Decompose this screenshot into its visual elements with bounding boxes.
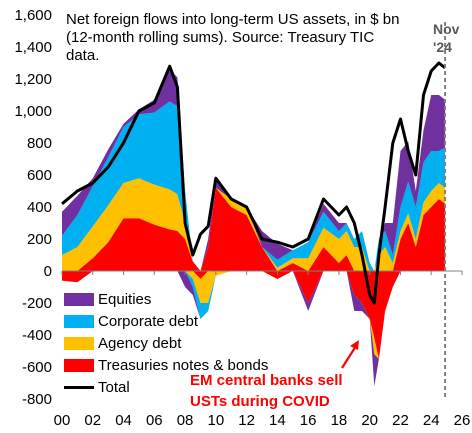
- y-tick-label: 1,200: [14, 71, 52, 88]
- legend-item-agency-debt: Agency debt: [64, 332, 268, 354]
- annotation-line-2: USTs during COVID: [190, 393, 330, 410]
- marker-label-year: '24: [433, 39, 452, 55]
- x-tick-label: 22: [392, 412, 409, 429]
- chart-title: Net foreign flows into long-term US asse…: [66, 11, 400, 64]
- total-line: [61, 61, 447, 305]
- area-corporate-debt-pos: [62, 101, 446, 272]
- y-tick-label: 600: [27, 167, 52, 184]
- legend-label-treasuries: Treasuries notes & bonds: [98, 356, 269, 374]
- legend-label-total: Total: [98, 378, 130, 396]
- overlay: [61, 22, 447, 399]
- area-agency-debt-pos: [62, 178, 446, 271]
- area-treasuries-notes-bonds-pos: [62, 187, 446, 271]
- y-tick-label: 800: [27, 135, 52, 152]
- y-tick-label: 1,000: [14, 103, 52, 120]
- x-tick-label: 10: [208, 412, 225, 429]
- legend-swatch-agency-debt: [64, 336, 94, 350]
- annotation-arrow-shaft: [341, 345, 357, 369]
- legend-swatch-treasuries: [64, 358, 94, 372]
- x-tick-label: 04: [115, 412, 132, 429]
- legend-label-equities: Equities: [98, 290, 152, 308]
- y-tick-label: -800: [22, 391, 52, 408]
- marker-label-month: Nov: [433, 21, 460, 37]
- legend-swatch-corporate-debt: [64, 314, 94, 328]
- legend-swatch-equities: [64, 292, 94, 306]
- annotation-line-1: EM central banks sell: [190, 372, 343, 389]
- tick-labels: -800-600-400-20002004006008001,0001,2001…: [14, 7, 470, 429]
- legend-label-corporate-debt: Corporate debt: [98, 312, 199, 330]
- x-tick-label: 16: [300, 412, 317, 429]
- legend-item-equities: Equities: [64, 288, 268, 310]
- y-tick-label: -400: [22, 327, 52, 344]
- x-tick-label: 00: [54, 412, 71, 429]
- x-tick-label: 12: [238, 412, 255, 429]
- x-tick-label: 08: [177, 412, 194, 429]
- y-tick-label: -600: [22, 359, 52, 376]
- area-layers: [62, 69, 446, 387]
- legend-item-corporate-debt: Corporate debt: [64, 310, 268, 332]
- x-tick-label: 14: [269, 412, 286, 429]
- y-tick-label: 400: [27, 199, 52, 216]
- legend-item-total: Total: [64, 376, 268, 398]
- x-tick-label: 18: [331, 412, 348, 429]
- x-tick-label: 26: [454, 412, 471, 429]
- x-tick-label: 06: [146, 412, 163, 429]
- legend-label-agency-debt: Agency debt: [98, 334, 182, 352]
- y-tick-label: 200: [27, 231, 52, 248]
- y-tick-label: 0: [44, 263, 52, 280]
- legend: Equities Corporate debt Agency debt Trea…: [64, 288, 268, 398]
- y-tick-label: -200: [22, 295, 52, 312]
- covid-annotation: EM central banks sell USTs during COVID: [190, 370, 350, 412]
- legend-swatch-total: [64, 385, 94, 389]
- legend-item-treasuries: Treasuries notes & bonds: [64, 354, 268, 376]
- x-tick-label: 24: [423, 412, 440, 429]
- axes: [61, 270, 463, 275]
- latest-data-marker-label: Nov '24: [433, 20, 467, 56]
- y-tick-label: 1,400: [14, 39, 52, 56]
- x-tick-label: 02: [84, 412, 101, 429]
- y-tick-label: 1,600: [14, 7, 52, 24]
- x-tick-label: 20: [361, 412, 378, 429]
- annotation-arrow-head: [350, 340, 359, 350]
- area-treasuries-notes-bonds-neg: [62, 271, 446, 359]
